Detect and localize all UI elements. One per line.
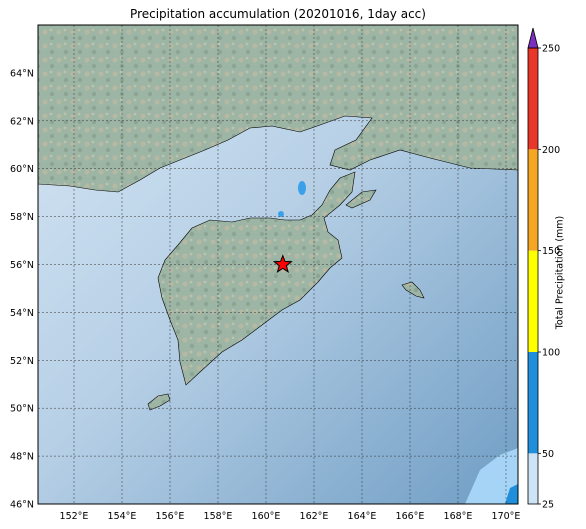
land-karaginsky-island: [345, 189, 377, 209]
colorbar-tick-label: 100: [542, 348, 560, 359]
colorbar-segment: [528, 250, 538, 352]
colorbar-tick-label: 200: [542, 145, 560, 156]
colorbar-segment: [528, 453, 538, 504]
colorbar: 25 50 100 150 200 250: [527, 27, 560, 511]
lake: [298, 181, 306, 195]
colorbar-segment: [528, 48, 538, 150]
precip-area-heavy: [505, 484, 518, 504]
map-title: Precipitation accumulation (20201016, 1d…: [130, 7, 426, 21]
lat-tick-label: 54°N: [10, 308, 34, 319]
star-marker: [272, 254, 293, 273]
colorbar-tick-label: 25: [542, 500, 554, 511]
lat-tick-label: 62°N: [10, 116, 34, 127]
land-commander-islands: [401, 281, 425, 299]
land-mainland-north: [38, 25, 518, 193]
colorbar-tick-label: 150: [542, 246, 560, 257]
lon-tick-label: 158°E: [204, 511, 233, 522]
lat-tick-label: 64°N: [10, 68, 34, 79]
lon-tick-label: 162°E: [300, 511, 329, 522]
lat-tick-label: 60°N: [10, 164, 34, 175]
lon-tick-label: 152°E: [60, 511, 89, 522]
lon-axis: 152°E 154°E 156°E 158°E 160°E 162°E 164°E 166°E…: [60, 511, 521, 522]
lat-tick-label: 46°N: [10, 500, 34, 511]
lat-tick-label: 48°N: [10, 452, 34, 463]
lat-axis: 64°N 62°N 60°N 58°N 56°N 54°N 52°N 50°N 48°N 46°N: [10, 68, 34, 510]
colorbar-segment: [528, 352, 538, 454]
lat-tick-label: 50°N: [10, 404, 34, 415]
lon-tick-label: 166°E: [396, 511, 425, 522]
lat-tick-label: 52°N: [10, 356, 34, 367]
lake: [278, 211, 284, 217]
colorbar-tick-label: 250: [542, 44, 560, 55]
colorbar-frame: [527, 47, 539, 505]
lon-tick-label: 156°E: [156, 511, 185, 522]
map-frame: [37, 24, 519, 505]
colorbar-extend-arrow: [527, 27, 539, 49]
lat-tick-label: 58°N: [10, 212, 34, 223]
lon-tick-label: 160°E: [252, 511, 281, 522]
colorbar-segment: [528, 149, 538, 251]
colorbar-label: Total Precipitation (mm): [554, 215, 566, 330]
lon-tick-label: 168°E: [444, 511, 473, 522]
lat-tick-label: 56°N: [10, 260, 34, 271]
lon-tick-label: 170°E: [492, 511, 521, 522]
land-kamchatka: [157, 171, 356, 386]
precip-area: [465, 448, 518, 504]
lon-tick-label: 164°E: [348, 511, 377, 522]
colorbar-tick-label: 50: [542, 449, 554, 460]
land-kuril-island: [147, 393, 171, 411]
lon-tick-label: 154°E: [108, 511, 137, 522]
star-icon: [272, 254, 293, 273]
